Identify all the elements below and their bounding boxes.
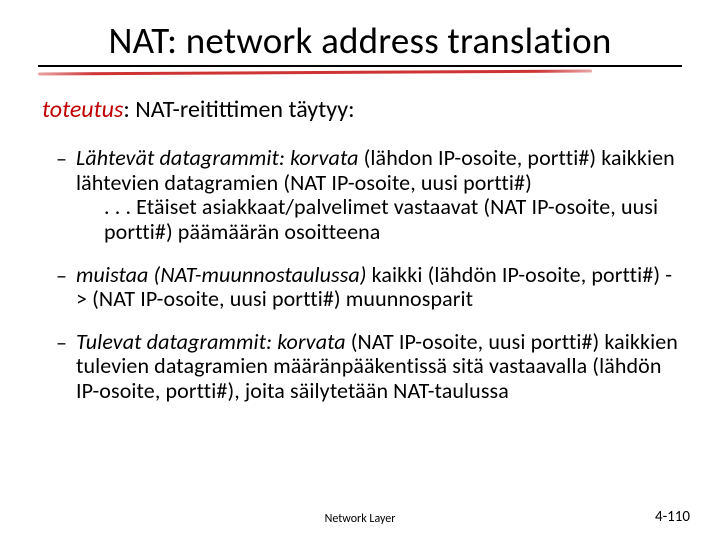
bullet-lead-italic: Tulevat datagrammit: korvata [76, 328, 346, 355]
bullet-text: Lähtevät datagrammit: korvata (lähdon IP… [76, 146, 682, 245]
bullet-subtext: . . . Etäiset asiakkaat/palvelimet vasta… [104, 195, 682, 244]
footer-center: Network Layer [0, 512, 720, 526]
bullet-text: Tulevat datagrammit: korvata (NAT IP-oso… [76, 330, 682, 404]
bullet-dash: – [56, 263, 76, 312]
bullet-lead-italic: muistaa (NAT-muunnostaulussa) [76, 261, 367, 288]
bullet-item: –Lähtevät datagrammit: korvata (lähdon I… [56, 146, 682, 245]
subtitle: toteutus: NAT-reitittimen täytyy: [42, 95, 682, 124]
bullet-dash: – [56, 330, 76, 404]
bullet-dash: – [56, 146, 76, 245]
title-block: NAT: network address translation [38, 18, 682, 67]
bullet-item: –Tulevat datagrammit: korvata (NAT IP-os… [56, 330, 682, 404]
slide-title: NAT: network address translation [38, 18, 682, 63]
bullet-list: –Lähtevät datagrammit: korvata (lähdon I… [56, 146, 682, 404]
title-underline-black [38, 65, 682, 67]
title-underline-red [38, 71, 592, 72]
footer-page-number: 4-110 [655, 508, 690, 526]
bullet-text: muistaa (NAT-muunnostaulussa) kaikki (lä… [76, 263, 682, 312]
bullet-lead-italic: Lähtevät datagrammit: korvata [76, 144, 359, 171]
bullet-item: –muistaa (NAT-muunnostaulussa) kaikki (l… [56, 263, 682, 312]
subtitle-rest: : NAT-reitittimen täytyy: [123, 95, 354, 124]
subtitle-lead: toteutus [42, 95, 123, 124]
